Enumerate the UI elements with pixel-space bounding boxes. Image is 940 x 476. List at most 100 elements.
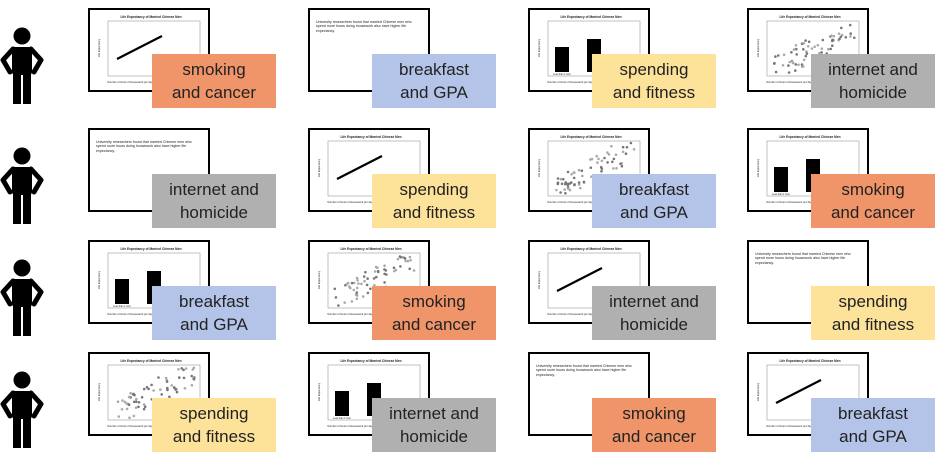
scatter-point — [408, 267, 411, 271]
scatter-point — [392, 266, 396, 270]
topic-label-line1: spending — [838, 292, 908, 311]
scatter-point — [396, 257, 400, 261]
trend-line — [116, 35, 163, 60]
scatter-point — [180, 367, 184, 370]
scatter-point — [581, 174, 584, 178]
scatter-point — [606, 161, 609, 164]
topic-label: smoking and cancer — [811, 174, 935, 228]
scatter-point — [132, 400, 136, 404]
topic-label-line2: and fitness — [172, 427, 256, 446]
scatter-point — [399, 255, 403, 259]
scatter-point — [794, 69, 797, 72]
y-axis-label: Life Expectancy — [537, 38, 541, 57]
topic-label: smoking and cancer — [372, 286, 496, 340]
scatter-point — [807, 40, 811, 44]
scatter-point — [137, 405, 140, 409]
scatter-point — [629, 141, 633, 145]
scatter-point — [157, 376, 160, 379]
scatter-point — [840, 26, 843, 30]
scatter-point — [566, 170, 570, 174]
scatter-point — [830, 34, 833, 37]
scatter-point — [831, 38, 834, 42]
scatter-point — [127, 403, 131, 406]
bar-chart: Life Expectancy of Married Chinese Men Li… — [756, 135, 860, 204]
topic-label: spending and fitness — [592, 54, 716, 108]
scatter-point — [165, 380, 169, 383]
scatter-point — [143, 405, 147, 408]
scatter-point — [178, 376, 181, 379]
scatter-point — [383, 272, 386, 276]
scatter-point — [408, 255, 412, 259]
scatter-point — [384, 269, 388, 272]
topic-label-line1: breakfast — [838, 404, 908, 423]
chart-title: Life Expectancy of Married Chinese Men — [560, 135, 621, 139]
scatter-point — [356, 279, 359, 282]
scatter-point — [614, 153, 618, 156]
scatter-point — [773, 62, 776, 65]
y-axis-label: Life Expectancy — [317, 158, 321, 177]
scatter-point — [125, 407, 129, 411]
topic-label-line1: smoking — [182, 60, 246, 79]
x-axis-label: Number of hours of Housework per day — [547, 80, 593, 84]
scatter-point — [566, 187, 570, 190]
topic-label-line1: internet and — [169, 180, 259, 199]
scatter-point — [364, 270, 367, 274]
scatter-point — [365, 283, 369, 287]
scatter-point — [348, 285, 351, 288]
scatter-point — [412, 269, 416, 272]
x-axis-label: Number of hours of Housework per day — [547, 312, 593, 316]
topic-label: breakfast and GPA — [811, 398, 935, 452]
scatter-point — [580, 169, 584, 172]
chart-title: Life Expectancy of Married Chinese Men — [340, 359, 401, 363]
scatter-point — [597, 157, 600, 161]
scatter-point — [853, 36, 856, 40]
scatter-point — [363, 279, 366, 283]
scatter-point — [562, 177, 565, 181]
scatter-point — [190, 383, 194, 387]
scatter-point — [611, 160, 614, 164]
topic-label-line2: and cancer — [171, 83, 257, 102]
y-axis-label: Life Expectancy — [97, 382, 101, 401]
scatter-point — [352, 288, 356, 292]
topic-label-line2: homicide — [838, 83, 908, 102]
x-axis-label: Number of hours of Housework per day — [107, 80, 153, 84]
scatter-point — [166, 388, 169, 392]
topic-label-line1: spending — [619, 60, 689, 79]
scatter-point — [564, 181, 568, 184]
topic-label: spending and fitness — [152, 398, 276, 452]
scatter-point — [579, 186, 582, 190]
scatter-point — [804, 39, 807, 42]
scatter-point — [168, 395, 171, 399]
topic-label: breakfast and GPA — [152, 286, 276, 340]
scatter-point — [804, 54, 808, 58]
scatter-point — [399, 265, 402, 268]
scatter-point — [774, 70, 778, 74]
chart-title: Life Expectancy of Married Chinese Men — [120, 359, 181, 363]
chart-title: Life Expectancy of Married Chinese Men — [560, 247, 621, 251]
bar-axis-label: Less than 1 hour — [333, 417, 351, 420]
scatter-point — [333, 287, 337, 291]
scatter-point — [777, 54, 780, 57]
scatter-point — [794, 44, 798, 47]
scatter-point — [192, 366, 196, 370]
scatter-point — [373, 270, 377, 273]
scatter-point — [829, 47, 832, 51]
chart-title: Life Expectancy of Married Chinese Men — [120, 247, 181, 251]
scatter-point — [150, 383, 153, 387]
y-axis-label: Life Expectancy — [756, 382, 760, 401]
scatter-point — [173, 386, 176, 390]
scatter-point — [373, 284, 376, 287]
scatter-point — [810, 47, 814, 50]
y-axis-label: Life Expectancy — [317, 382, 321, 401]
scatter-point — [621, 150, 625, 154]
person-icon — [0, 26, 44, 106]
scatter-point — [121, 399, 124, 402]
scatter-point — [123, 400, 127, 404]
scatter-point — [782, 53, 786, 56]
scatter-point — [555, 188, 558, 192]
scatter-point — [355, 291, 359, 294]
x-axis-label: Number of hours of Housework per day — [327, 424, 373, 428]
x-axis-label: Number of hours of Housework per day — [327, 312, 373, 316]
topic-label-line2: and cancer — [611, 427, 697, 446]
topic-label-line2: and fitness — [831, 315, 915, 334]
